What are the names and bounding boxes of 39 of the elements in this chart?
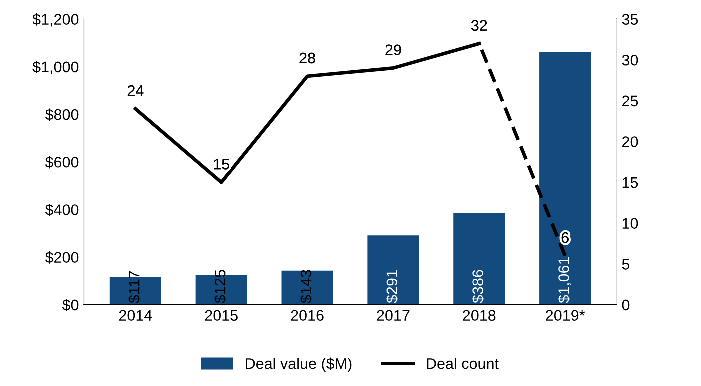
- bar: [368, 236, 420, 305]
- y2-tick-label: 30: [622, 54, 638, 66]
- bar: [454, 213, 506, 305]
- y-tick-label: $600: [45, 156, 79, 169]
- y2-tick-label: 15: [622, 178, 638, 188]
- y-tick-label: $200: [45, 252, 79, 264]
- data-label: 28: [300, 52, 316, 64]
- data-label: $125: [214, 270, 227, 304]
- x-tick-label: 2014: [119, 310, 152, 322]
- legend-label: Deal value ($M): [246, 358, 352, 372]
- data-label: $291: [386, 270, 398, 304]
- y-tick-label: $800: [45, 108, 79, 122]
- legend-label: Deal count: [427, 358, 499, 370]
- data-label: 24: [128, 86, 144, 96]
- data-label: $143: [300, 270, 313, 304]
- x-tick-label: 2017: [377, 310, 410, 322]
- data-label: 29: [386, 44, 402, 56]
- y2-tick-label: 35: [622, 14, 638, 25]
- x-tick-label: 2018: [463, 310, 496, 322]
- y2-tick-label: 0: [622, 300, 630, 311]
- y2-tick-label: 20: [622, 136, 638, 148]
- y-tick-label: $0: [62, 299, 79, 312]
- y-tick-label: $400: [45, 204, 79, 216]
- data-label: $386: [472, 270, 484, 304]
- bar: [282, 270, 334, 305]
- x-tick-label: 2015: [205, 310, 238, 322]
- y2-tick-label: 10: [622, 218, 638, 230]
- data-label: $117: [128, 271, 141, 304]
- y-tick-label: $1,200: [32, 14, 79, 27]
- y-tick-label: $1,000: [32, 61, 79, 74]
- data-label: 32: [471, 20, 488, 32]
- data-label: 15: [214, 159, 230, 170]
- x-tick-label: 2019*: [546, 310, 586, 322]
- data-label: 6: [562, 232, 569, 244]
- bar: [540, 52, 592, 305]
- y2-tick-label: 25: [622, 96, 638, 107]
- y2-tick-label: 5: [622, 259, 630, 270]
- data-label: $1,061: [558, 258, 572, 304]
- x-tick-label: 2016: [291, 310, 324, 322]
